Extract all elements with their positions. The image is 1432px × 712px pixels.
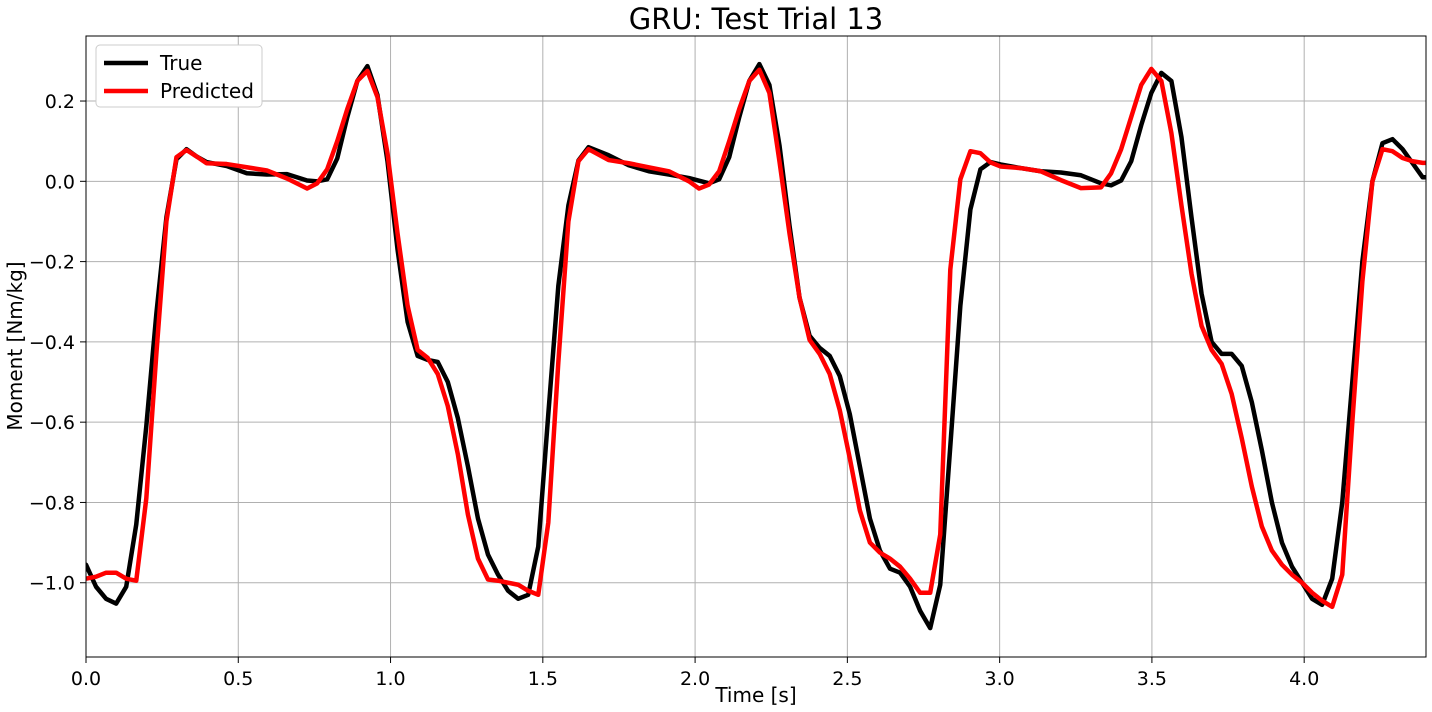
y-tick-label: −0.8 [29, 492, 75, 514]
y-tick-label: 0.2 [45, 91, 75, 113]
series-layer [86, 61, 1426, 631]
y-tick-label: −1.0 [29, 573, 75, 595]
plot-frame [85, 35, 1427, 658]
x-axis-label: Time [s] [714, 683, 796, 707]
x-tick-label: 0.5 [223, 668, 253, 690]
y-axis-label: Moment [Nm/kg] [3, 261, 27, 430]
x-tick-label: 3.5 [1137, 668, 1167, 690]
legend: True Predicted [95, 44, 263, 108]
y-tick-label: 0.0 [45, 171, 75, 193]
y-tick-label: −0.4 [29, 332, 75, 354]
grid-lines [85, 36, 1426, 657]
x-tick-label: 3.0 [985, 668, 1015, 690]
y-axis-ticks: 0.2 0.0 −0.2 −0.4 −0.6 −0.8 −1.0 [29, 91, 86, 595]
legend-label-predicted: Predicted [160, 79, 254, 103]
y-tick-label: −0.6 [29, 412, 75, 434]
x-tick-label: 2.5 [832, 668, 862, 690]
x-tick-label: 0.0 [71, 668, 101, 690]
x-axis-ticks: 0.0 0.5 1.0 1.5 2.0 2.5 3.0 3.5 4.0 [71, 657, 1319, 690]
x-tick-label: 1.5 [528, 668, 558, 690]
y-tick-label: −0.2 [29, 252, 75, 274]
x-tick-label: 4.0 [1289, 668, 1319, 690]
series-line-predicted [86, 66, 1426, 610]
x-tick-label: 2.0 [680, 668, 710, 690]
plot-area [86, 61, 1426, 631]
legend-label-true: True [159, 51, 202, 75]
chart-title: GRU: Test Trial 13 [629, 2, 884, 36]
x-tick-label: 1.0 [375, 668, 405, 690]
